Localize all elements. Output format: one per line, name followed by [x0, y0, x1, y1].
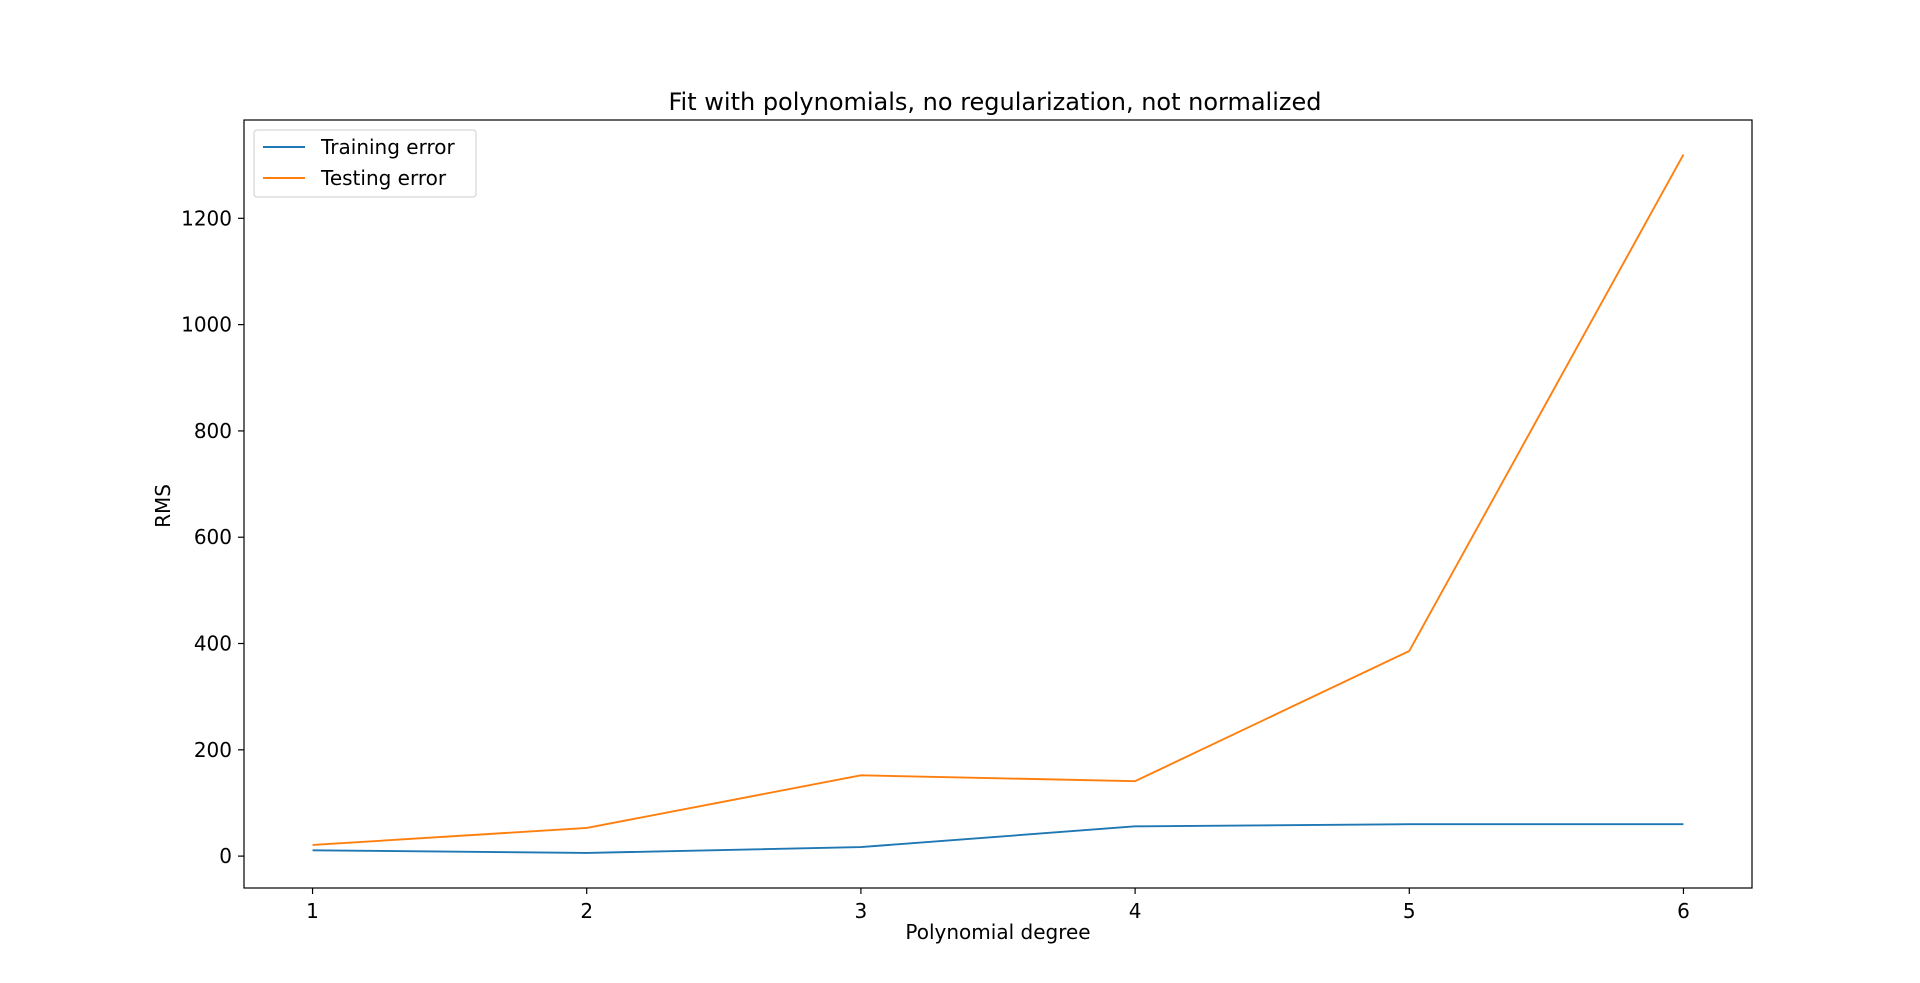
- y-tick-label: 600: [194, 525, 232, 549]
- y-tick-label: 0: [219, 844, 232, 868]
- x-tick-label: 5: [1403, 899, 1416, 923]
- y-tick-label: 400: [194, 632, 232, 656]
- y-tick-label: 1000: [181, 313, 232, 337]
- series-line-training-error: [312, 823, 1684, 854]
- chart-title: Fit with polynomials, no regularization,…: [669, 88, 1322, 116]
- legend: Training error Testing error: [253, 129, 477, 198]
- y-axis: 0 200 400 600 800 1000 1200: [181, 206, 244, 868]
- x-tick-label: 1: [306, 899, 319, 923]
- y-tick-label: 200: [194, 738, 232, 762]
- y-tick-label: 800: [194, 419, 232, 443]
- x-axis: 1 2 3 4 5 6: [306, 888, 1690, 923]
- y-axis-label: RMS: [151, 484, 175, 528]
- x-tick-label: 3: [855, 899, 868, 923]
- x-axis-label: Polynomial degree: [905, 920, 1090, 944]
- y-tick-label: 1200: [181, 206, 232, 230]
- plot-area: 1 2 3 4 5 6 0 200 400 600 800 1000 1200: [181, 119, 1753, 923]
- series-line-testing-error: [312, 154, 1685, 846]
- legend-box: [253, 129, 477, 198]
- legend-label-training-error: Training error: [320, 135, 455, 159]
- legend-label-testing-error: Testing error: [320, 166, 447, 190]
- axes-frame: [243, 119, 1753, 889]
- x-tick-label: 4: [1129, 899, 1142, 923]
- x-tick-label: 2: [580, 899, 593, 923]
- series-lines: [312, 154, 1685, 854]
- x-tick-label: 6: [1677, 899, 1690, 923]
